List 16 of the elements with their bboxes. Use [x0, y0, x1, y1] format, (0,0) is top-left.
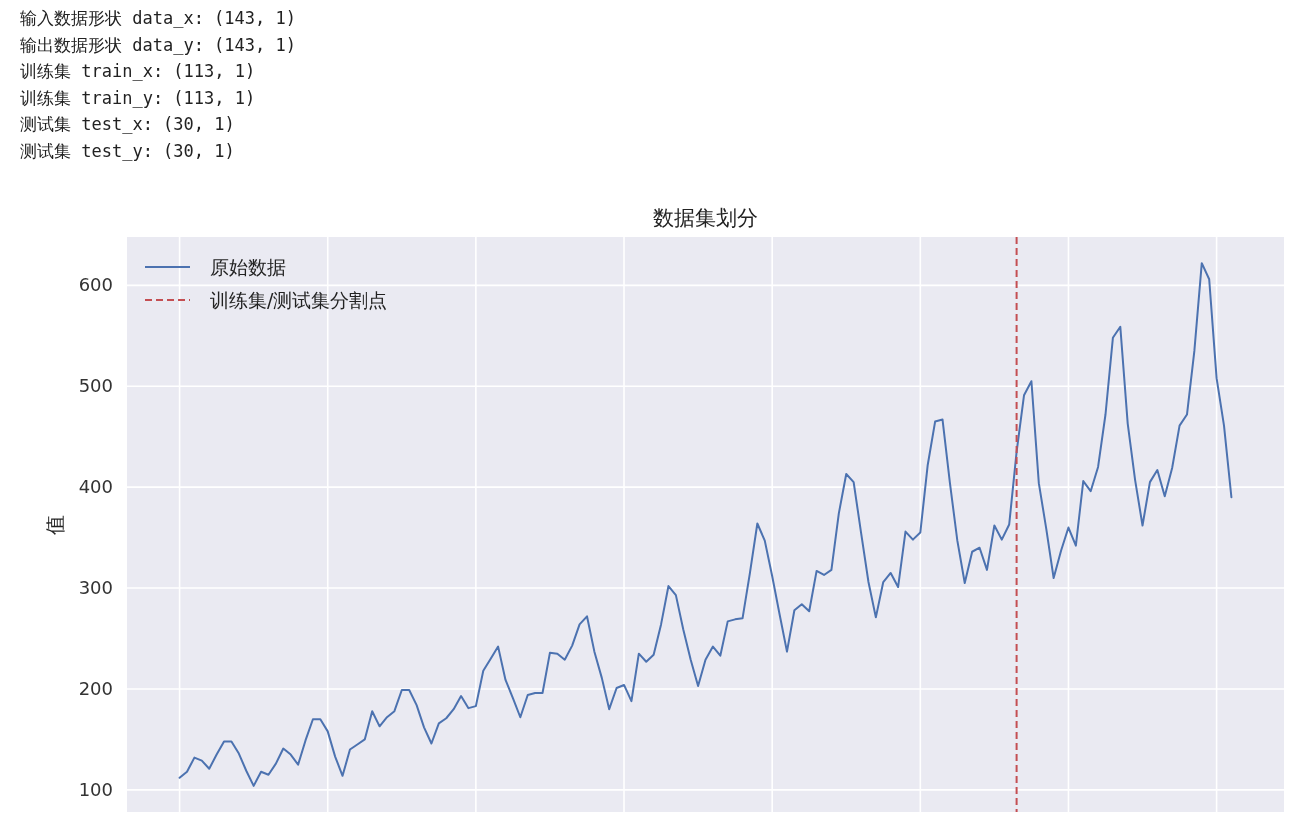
text: 训练集 train_y: (113, 1)	[20, 87, 256, 108]
text: 输出数据形状 data_y: (143, 1)	[20, 34, 296, 55]
legend-label: 原始数据	[210, 256, 286, 278]
y-tick-label: 500	[78, 375, 113, 397]
text: 测试集 test_y: (30, 1)	[20, 140, 235, 161]
y-tick-label: 600	[78, 274, 113, 296]
text: 训练集 train_x: (113, 1)	[20, 61, 256, 81]
y-tick-label: 200	[78, 677, 113, 699]
text: 测试集 test_x: (30, 1)	[20, 114, 235, 134]
text: 训练集/测试集分割点	[210, 289, 388, 311]
y-tick-label: 100	[78, 778, 113, 800]
text: 输入数据形状 data_x: (143, 1)	[20, 8, 296, 28]
y-tick-label: 400	[78, 476, 113, 498]
y-axis-title: 值	[43, 514, 67, 535]
chart-title: 数据集划分	[653, 206, 758, 230]
y-tick-label: 300	[78, 577, 113, 599]
